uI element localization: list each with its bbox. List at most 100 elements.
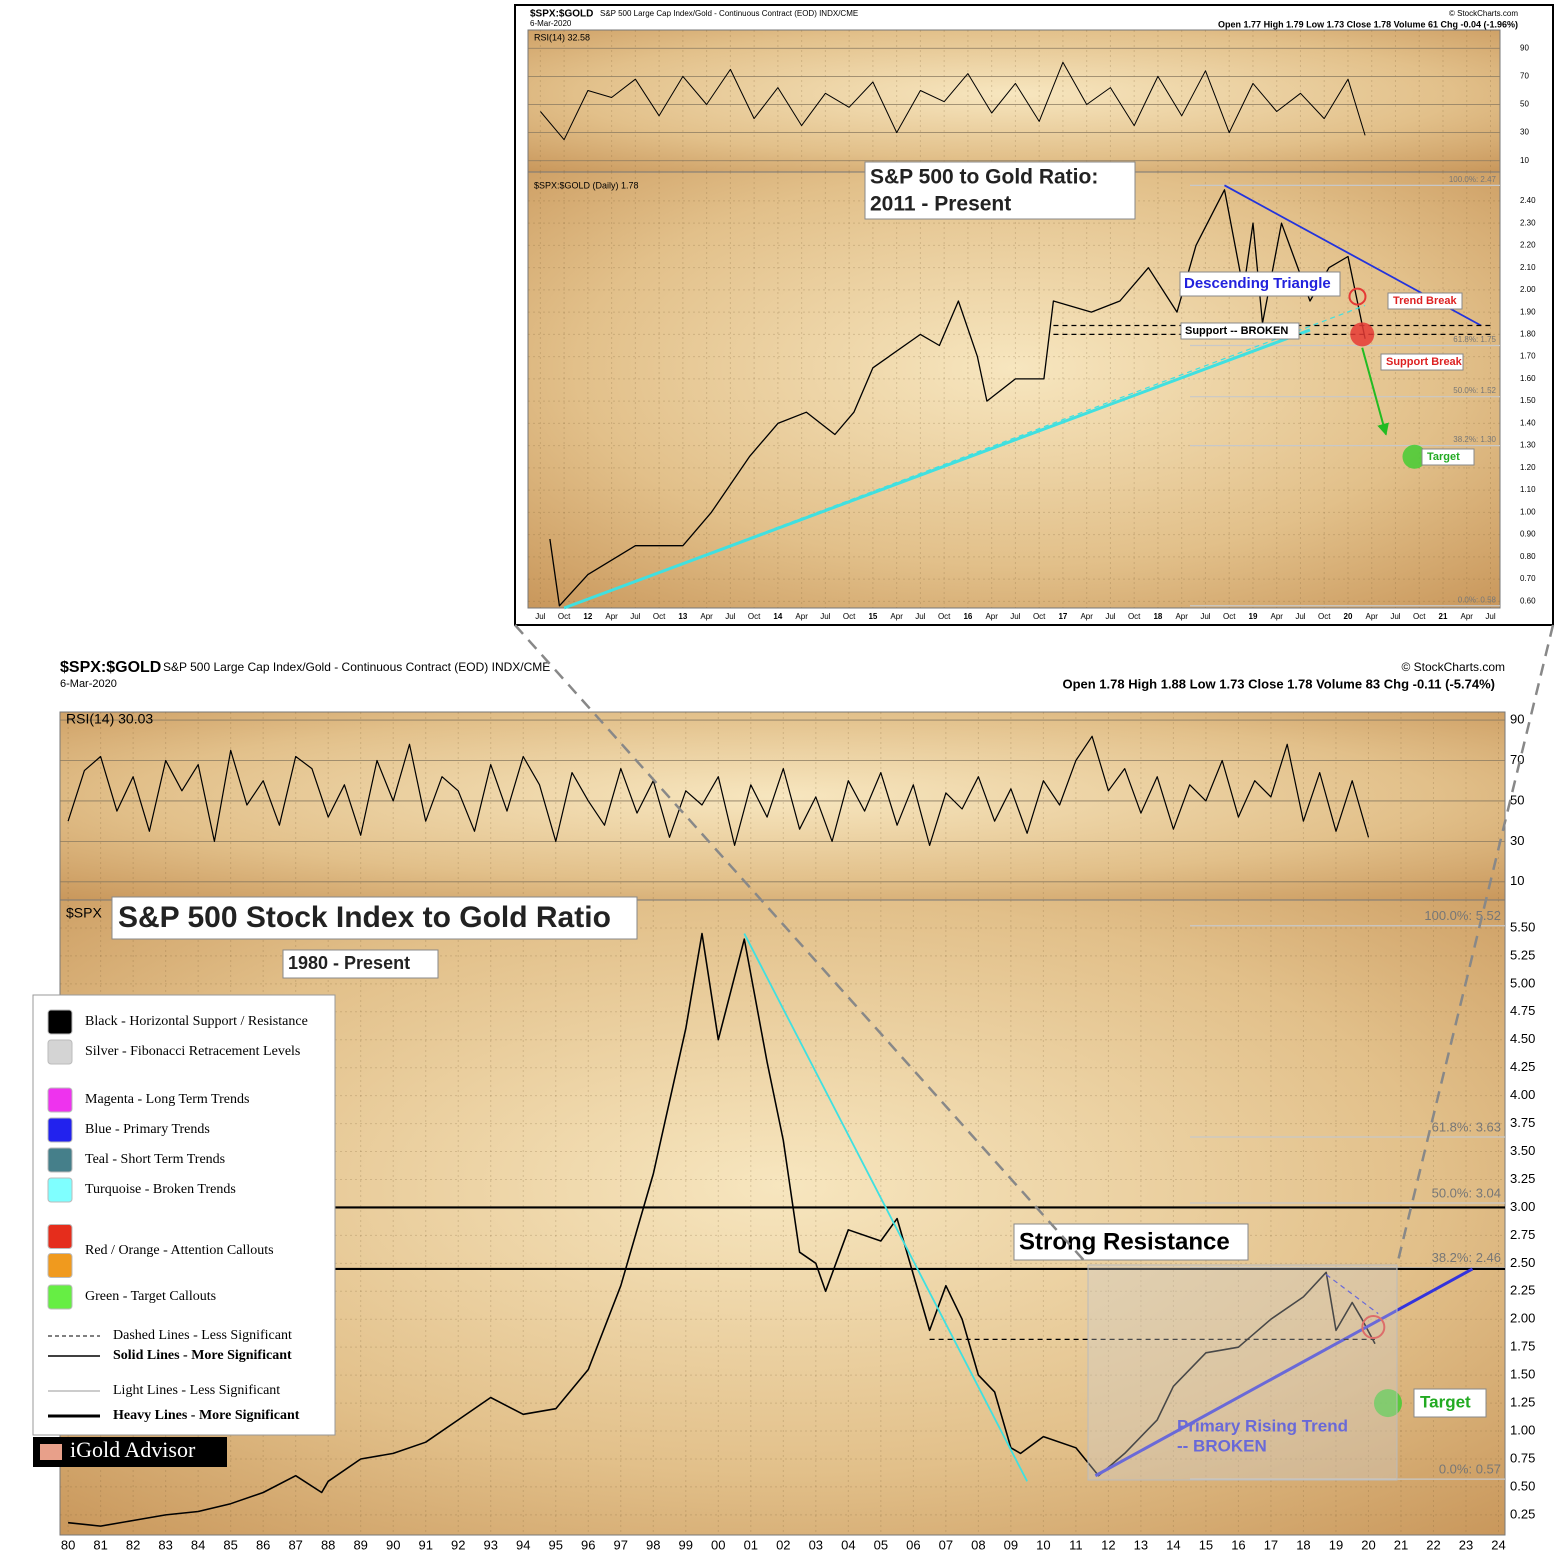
y-tick-label: 0.60: [1520, 596, 1536, 605]
x-tick-label: Jul: [1485, 612, 1495, 621]
annotation: Support -- BROKEN: [1185, 325, 1288, 337]
x-tick-label: 99: [679, 1537, 693, 1552]
x-tick-label: 16: [1231, 1537, 1245, 1552]
rsi-label: RSI(14) 32.58: [534, 32, 590, 42]
x-tick-label: 85: [223, 1537, 237, 1552]
y-tick-label: 4.75: [1510, 1003, 1535, 1018]
y-tick-label: 2.75: [1510, 1227, 1535, 1242]
y-tick-label: 2.10: [1520, 263, 1536, 272]
x-tick-label: 92: [451, 1537, 465, 1552]
x-tick-label: Jul: [1105, 612, 1115, 621]
x-tick-label: 95: [549, 1537, 563, 1552]
annotation-box: [1421, 448, 1475, 466]
rsi-panel: [527, 29, 1501, 173]
y-tick-label: 2.25: [1510, 1283, 1535, 1298]
annotation: Trend Break: [1393, 295, 1457, 307]
x-tick-label: 12: [1101, 1537, 1115, 1552]
annotation: Target: [1427, 451, 1460, 463]
x-tick-label: Apr: [700, 612, 713, 621]
x-tick-label: Jul: [1390, 612, 1400, 621]
legend-label: Solid Lines - More Significant: [113, 1348, 292, 1363]
x-tick-label: Oct: [1223, 612, 1236, 621]
y-tick-label: 1.10: [1520, 485, 1536, 494]
y-tick-label: 0.75: [1510, 1450, 1535, 1465]
annotation: Target: [1420, 1392, 1471, 1411]
callout: [1348, 287, 1367, 306]
x-tick-label: 24: [1491, 1537, 1505, 1552]
x-tick-label: 07: [939, 1537, 953, 1552]
x-tick-label: 13: [678, 612, 687, 621]
x-tick-label: Apr: [890, 612, 903, 621]
annotation: S&P 500 to Gold Ratio:: [870, 166, 1098, 189]
annotation-box: [111, 896, 638, 940]
y-tick-label: 0.70: [1520, 574, 1536, 583]
fib-label: 50.0%: 1.52: [1453, 386, 1496, 395]
annotation: Descending Triangle: [1184, 275, 1331, 292]
x-tick-label: 12: [583, 612, 592, 621]
x-tick-label: Oct: [748, 612, 761, 621]
brand: iGold Advisor: [70, 1437, 196, 1462]
x-tick-label: Apr: [1175, 612, 1188, 621]
x-tick-label: 05: [874, 1537, 888, 1552]
x-tick-label: 94: [516, 1537, 530, 1552]
y-tick-label: 2.00: [1510, 1311, 1535, 1326]
trendline: [563, 304, 1366, 609]
rsi-tick-label: 30: [1520, 128, 1529, 137]
legend-swatch: [47, 1087, 73, 1113]
price-label: $SPX:$GOLD (Daily) 1.78: [534, 180, 639, 190]
x-tick-label: 91: [418, 1537, 432, 1552]
rsi-tick-label: 10: [1510, 873, 1524, 888]
zoom-region: [1087, 1264, 1398, 1481]
y-tick-label: 0.80: [1520, 552, 1536, 561]
rsi-tick-label: 70: [1510, 752, 1524, 767]
legend-swatch: [47, 1147, 73, 1173]
y-tick-label: 1.40: [1520, 418, 1536, 427]
y-tick-label: 3.50: [1510, 1143, 1535, 1158]
y-tick-label: 1.25: [1510, 1395, 1535, 1410]
x-tick-label: Jul: [1010, 612, 1020, 621]
annotation-box: [1013, 1223, 1249, 1261]
annotation: Primary Rising Trend: [1177, 1416, 1348, 1435]
rsi-tick-label: 30: [1510, 833, 1524, 848]
x-tick-label: Jul: [725, 612, 735, 621]
y-tick-label: 1.00: [1510, 1422, 1535, 1437]
fib-label: 50.0%: 3.04: [1432, 1185, 1501, 1200]
legend-swatch: [47, 1224, 73, 1249]
annotation: S&P 500 Stock Index to Gold Ratio: [118, 901, 611, 934]
callout: [1350, 322, 1375, 347]
x-tick-label: Jul: [535, 612, 545, 621]
fib-label: 38.2%: 2.46: [1432, 1250, 1501, 1265]
legend-swatch: [47, 1253, 73, 1278]
fib-label: 38.2%: 1.30: [1453, 435, 1496, 444]
legend-box: [32, 994, 336, 1436]
y-tick-label: 2.50: [1510, 1255, 1535, 1270]
x-tick-label: 87: [288, 1537, 302, 1552]
x-tick-label: Jul: [1200, 612, 1210, 621]
annotation: 1980 - Present: [288, 953, 410, 973]
legend-swatch: [47, 1117, 73, 1143]
y-tick-label: 1.75: [1510, 1339, 1535, 1354]
x-tick-label: 19: [1249, 612, 1258, 621]
x-tick-label: 16: [963, 612, 972, 621]
y-tick-label: 1.30: [1520, 441, 1536, 450]
x-tick-label: Oct: [558, 612, 571, 621]
x-tick-label: 08: [971, 1537, 985, 1552]
x-tick-label: 90: [386, 1537, 400, 1552]
x-tick-label: 21: [1439, 612, 1448, 621]
y-tick-label: 0.25: [1510, 1506, 1535, 1521]
y-tick-label: 4.00: [1510, 1087, 1535, 1102]
brand-icon: [40, 1444, 62, 1460]
x-tick-label: Apr: [1366, 612, 1379, 621]
y-tick-label: 1.50: [1510, 1367, 1535, 1382]
x-tick-label: 22: [1426, 1537, 1440, 1552]
y-tick-label: 1.80: [1520, 329, 1536, 338]
y-tick-label: 1.00: [1520, 507, 1536, 516]
annotation-box: [1413, 1388, 1487, 1418]
x-tick-label: 13: [1134, 1537, 1148, 1552]
x-tick-label: 18: [1296, 1537, 1310, 1552]
rsi-label: RSI(14) 30.03: [66, 711, 153, 727]
legend-swatch: [47, 1177, 73, 1203]
legend-label: Teal - Short Term Trends: [85, 1152, 225, 1167]
y-tick-label: 5.25: [1510, 947, 1535, 962]
x-tick-label: 17: [1058, 612, 1067, 621]
